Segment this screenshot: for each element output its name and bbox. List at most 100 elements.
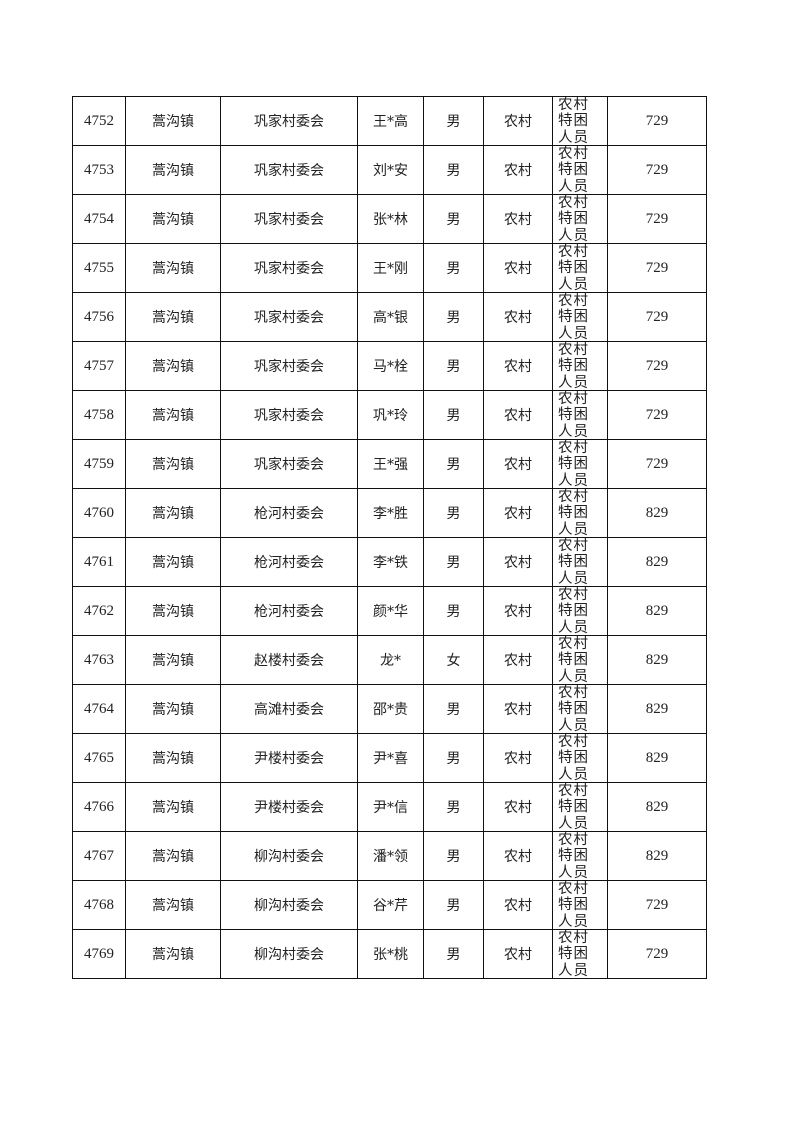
category-cell: 农村特困人员集中供养 <box>552 586 608 636</box>
town-cell: 蒿沟镇 <box>125 733 221 783</box>
village-cell: 巩家村委会 <box>220 292 358 342</box>
amount-cell: 829 <box>607 635 707 685</box>
village-cell: 巩家村委会 <box>220 194 358 244</box>
gender-cell: 男 <box>423 537 484 587</box>
gender-cell: 男 <box>423 782 484 832</box>
category-text: 农村特困人员集中供养 <box>558 783 589 831</box>
village-cell: 柳沟村委会 <box>220 929 358 979</box>
name-cell: 邵*贵 <box>357 684 424 734</box>
village-cell: 巩家村委会 <box>220 390 358 440</box>
area-type-cell: 农村 <box>483 145 553 195</box>
record-id-cell: 4764 <box>72 684 126 734</box>
area-type-cell: 农村 <box>483 390 553 440</box>
gender-cell: 男 <box>423 831 484 881</box>
category-cell: 农村特困人员集中供养 <box>552 684 608 734</box>
name-cell: 张*桃 <box>357 929 424 979</box>
amount-cell: 829 <box>607 782 707 832</box>
name-cell: 张*林 <box>357 194 424 244</box>
category-cell: 农村特困人员集中供养 <box>552 733 608 783</box>
record-id-cell: 4763 <box>72 635 126 685</box>
area-type-cell: 农村 <box>483 929 553 979</box>
area-type-cell: 农村 <box>483 586 553 636</box>
name-cell: 谷*芹 <box>357 880 424 930</box>
amount-cell: 829 <box>607 586 707 636</box>
amount-cell: 729 <box>607 390 707 440</box>
town-cell: 蒿沟镇 <box>125 292 221 342</box>
village-cell: 柳沟村委会 <box>220 831 358 881</box>
record-id-cell: 4756 <box>72 292 126 342</box>
area-type-cell: 农村 <box>483 439 553 489</box>
category-cell: 农村特困人员集中供养 <box>552 488 608 538</box>
name-cell: 潘*领 <box>357 831 424 881</box>
category-cell: 农村特困人员分散供养 <box>552 292 608 342</box>
gender-cell: 男 <box>423 145 484 195</box>
record-id-cell: 4758 <box>72 390 126 440</box>
name-cell: 刘*安 <box>357 145 424 195</box>
town-cell: 蒿沟镇 <box>125 635 221 685</box>
record-id-cell: 4765 <box>72 733 126 783</box>
record-id-cell: 4769 <box>72 929 126 979</box>
category-cell: 农村特困人员分散供养 <box>552 929 608 979</box>
gender-cell: 男 <box>423 439 484 489</box>
town-cell: 蒿沟镇 <box>125 537 221 587</box>
category-text: 农村特困人员集中供养 <box>558 489 589 537</box>
amount-cell: 729 <box>607 145 707 195</box>
town-cell: 蒿沟镇 <box>125 831 221 881</box>
record-id-cell: 4752 <box>72 96 126 146</box>
amount-cell: 729 <box>607 929 707 979</box>
category-cell: 农村特困人员集中供养 <box>552 831 608 881</box>
area-type-cell: 农村 <box>483 684 553 734</box>
category-text: 农村特困人员集中供养 <box>558 832 589 880</box>
amount-cell: 829 <box>607 733 707 783</box>
category-text: 农村特困人员分散供养 <box>558 293 589 341</box>
village-cell: 高滩村委会 <box>220 684 358 734</box>
category-cell: 农村特困人员分散供养 <box>552 96 608 146</box>
village-cell: 枪河村委会 <box>220 537 358 587</box>
amount-cell: 729 <box>607 341 707 391</box>
town-cell: 蒿沟镇 <box>125 439 221 489</box>
town-cell: 蒿沟镇 <box>125 145 221 195</box>
name-cell: 高*银 <box>357 292 424 342</box>
category-text: 农村特困人员集中供养 <box>558 734 589 782</box>
table-body: 4752蒿沟镇巩家村委会王*高男农村农村特困人员分散供养7294753蒿沟镇巩家… <box>72 96 707 979</box>
category-text: 农村特困人员集中供养 <box>558 538 589 586</box>
category-text: 农村特困人员分散供养 <box>558 440 589 488</box>
category-cell: 农村特困人员集中供养 <box>552 635 608 685</box>
name-cell: 王*强 <box>357 439 424 489</box>
category-text: 农村特困人员分散供养 <box>558 195 589 243</box>
area-type-cell: 农村 <box>483 341 553 391</box>
town-cell: 蒿沟镇 <box>125 782 221 832</box>
category-cell: 农村特困人员分散供养 <box>552 390 608 440</box>
name-cell: 李*铁 <box>357 537 424 587</box>
village-cell: 尹楼村委会 <box>220 733 358 783</box>
category-cell: 农村特困人员集中供养 <box>552 537 608 587</box>
amount-cell: 729 <box>607 439 707 489</box>
record-id-cell: 4755 <box>72 243 126 293</box>
record-id-cell: 4767 <box>72 831 126 881</box>
gender-cell: 男 <box>423 488 484 538</box>
amount-cell: 729 <box>607 880 707 930</box>
category-cell: 农村特困人员分散供养 <box>552 439 608 489</box>
gender-cell: 男 <box>423 96 484 146</box>
gender-cell: 女 <box>423 635 484 685</box>
record-id-cell: 4754 <box>72 194 126 244</box>
record-id-cell: 4761 <box>72 537 126 587</box>
name-cell: 李*胜 <box>357 488 424 538</box>
area-type-cell: 农村 <box>483 292 553 342</box>
gender-cell: 男 <box>423 733 484 783</box>
name-cell: 颜*华 <box>357 586 424 636</box>
village-cell: 枪河村委会 <box>220 488 358 538</box>
village-cell: 巩家村委会 <box>220 243 358 293</box>
town-cell: 蒿沟镇 <box>125 96 221 146</box>
